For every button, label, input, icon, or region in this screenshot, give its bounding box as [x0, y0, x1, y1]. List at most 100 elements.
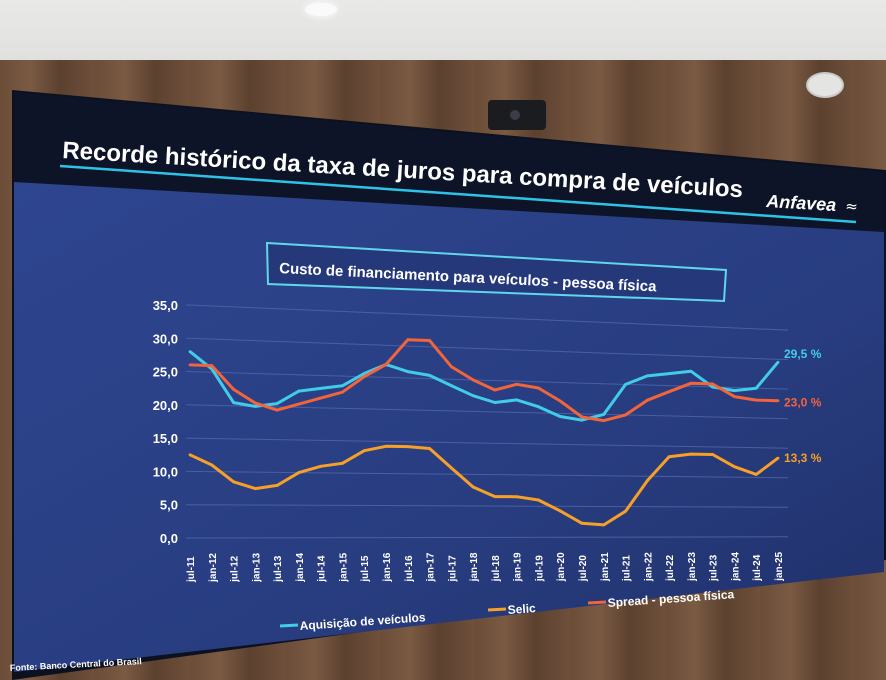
- series-point: [776, 399, 780, 403]
- series-point: [188, 453, 192, 457]
- x-tick-label: jul-22: [665, 554, 676, 582]
- series-point: [319, 387, 323, 390]
- x-tick-label: jan-23: [687, 552, 698, 582]
- series-point: [733, 389, 736, 392]
- series-point: [275, 484, 279, 487]
- series-point: [275, 402, 279, 405]
- y-tick-label: 5,0: [160, 498, 178, 513]
- series-point: [471, 485, 475, 489]
- x-tick-label: jan-22: [643, 552, 654, 582]
- series-point: [275, 408, 279, 412]
- title-bar: [14, 92, 884, 232]
- series-point: [558, 415, 562, 418]
- gridline: [185, 504, 789, 508]
- series-point: [515, 495, 519, 499]
- gridline: [185, 370, 789, 390]
- anfavea-logo: Anfavea: [765, 191, 837, 215]
- series-point: [711, 453, 715, 456]
- series-line-1: [189, 444, 779, 527]
- y-tick-label: 25,0: [153, 365, 178, 380]
- legend-swatch: [279, 623, 299, 628]
- series-point: [253, 487, 257, 490]
- series-point: [232, 480, 235, 484]
- series-point: [210, 364, 214, 367]
- series-point: [428, 339, 431, 342]
- series-point: [428, 447, 431, 450]
- y-tick-label: 35,0: [153, 298, 178, 313]
- series-point: [754, 398, 758, 402]
- series-end-label: 29,5 %: [784, 347, 822, 361]
- series-point: [754, 386, 758, 390]
- series-point: [667, 390, 671, 394]
- series-point: [537, 405, 540, 409]
- series-point: [493, 388, 497, 392]
- x-tick-label: jan-19: [513, 552, 524, 582]
- x-tick-label: jan-18: [469, 552, 480, 582]
- x-tick-label: jul-11: [186, 556, 197, 583]
- series-point: [319, 464, 323, 468]
- series-point: [319, 396, 323, 400]
- series-point: [384, 444, 388, 448]
- series-point: [449, 384, 453, 387]
- series-point: [341, 384, 344, 388]
- x-tick-label: jul-23: [709, 554, 720, 582]
- series-point: [297, 471, 301, 474]
- series-point: [515, 382, 519, 386]
- series-point: [754, 473, 758, 476]
- series-point: [689, 369, 693, 373]
- gridline: [185, 470, 789, 479]
- series-point: [624, 509, 627, 513]
- series-end-label: 23,0 %: [784, 396, 822, 410]
- series-point: [624, 413, 627, 417]
- series-point: [711, 385, 715, 389]
- series-line-0: [189, 350, 780, 422]
- x-tick-label: jul-19: [534, 555, 545, 583]
- series-point: [602, 413, 606, 416]
- x-tick-label: jan-12: [208, 553, 219, 583]
- y-tick-label: 30,0: [153, 331, 178, 346]
- x-tick-label: jul-15: [360, 555, 371, 583]
- series-point: [580, 418, 584, 422]
- series-point: [493, 495, 497, 499]
- series-point: [406, 338, 410, 342]
- gridline: [185, 536, 789, 539]
- y-tick-label: 15,0: [153, 431, 178, 446]
- gridline: [185, 437, 789, 449]
- chart-heading-box: Custo de financiamento para veículos - p…: [265, 241, 728, 303]
- x-tick-label: jan-24: [730, 552, 741, 582]
- series-point: [580, 521, 584, 525]
- series-point: [537, 498, 540, 502]
- series-end-label: 13,3 %: [784, 451, 822, 465]
- series-point: [602, 523, 606, 527]
- series-point: [645, 398, 649, 402]
- x-tick-label: jul-18: [491, 555, 502, 583]
- webcam: [488, 100, 546, 130]
- series-point: [341, 390, 344, 394]
- title-underline: [59, 164, 857, 224]
- webcam-lens: [510, 110, 520, 120]
- series-point: [515, 398, 519, 402]
- legend-label: Selic: [507, 601, 536, 617]
- smoke-detector: [806, 72, 844, 98]
- series-point: [188, 363, 192, 367]
- x-tick-label: jan-21: [600, 552, 611, 582]
- x-tick-label: jul-12: [230, 555, 241, 583]
- x-tick-label: jul-17: [447, 555, 458, 583]
- gridline: [185, 337, 789, 361]
- series-point: [362, 375, 366, 379]
- x-tick-label: jul-14: [317, 555, 328, 583]
- y-tick-label: 20,0: [153, 398, 178, 413]
- legend-swatch: [487, 607, 507, 612]
- x-tick-label: jul-13: [273, 555, 284, 583]
- x-tick-label: jan-20: [556, 552, 567, 582]
- series-point: [210, 463, 214, 467]
- series-point: [602, 419, 606, 422]
- series-point: [580, 415, 584, 419]
- series-point: [645, 479, 649, 483]
- series-point: [667, 372, 671, 375]
- x-tick-label: jul-21: [622, 555, 633, 583]
- series-point: [362, 449, 366, 453]
- series-point: [493, 401, 497, 404]
- x-tick-label: jan-14: [295, 552, 306, 582]
